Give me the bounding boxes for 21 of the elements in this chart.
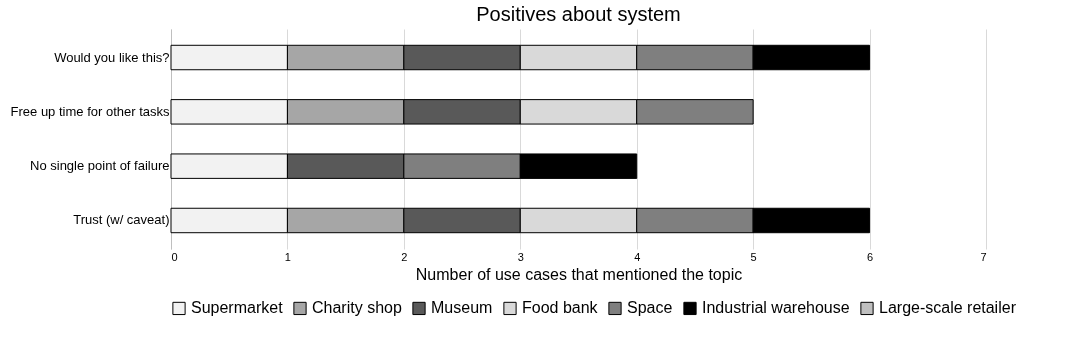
x-tick-label: 0 xyxy=(171,250,178,263)
x-tick-label: 3 xyxy=(517,250,524,263)
legend-label: Food bank xyxy=(522,299,599,317)
legend-label: Industrial warehouse xyxy=(702,299,850,317)
x-tick-label: 6 xyxy=(867,250,874,263)
chart-title: Positives about system xyxy=(476,3,681,25)
x-axis-title: Number of use cases that mentioned the topic xyxy=(415,265,743,283)
y-tick-label: Free up time for other tasks xyxy=(10,103,170,119)
x-tick-label: 1 xyxy=(284,250,291,263)
y-tick-label: No single point of failure xyxy=(30,158,170,174)
legend-label: Supermarket xyxy=(191,299,284,317)
x-tick-label: 2 xyxy=(401,250,408,263)
y-tick-label: Trust (w/ caveat) xyxy=(73,212,170,228)
y-tick-label: Would you like this? xyxy=(54,49,170,65)
x-tick-label: 5 xyxy=(750,250,757,263)
legend-label: Large-scale retailer xyxy=(879,299,1017,317)
legend-label: Museum xyxy=(431,299,493,317)
legend-label: Charity shop xyxy=(312,299,402,317)
x-tick-label: 7 xyxy=(980,250,987,263)
legend-label: Space xyxy=(627,299,673,317)
x-tick-label: 4 xyxy=(634,250,641,263)
